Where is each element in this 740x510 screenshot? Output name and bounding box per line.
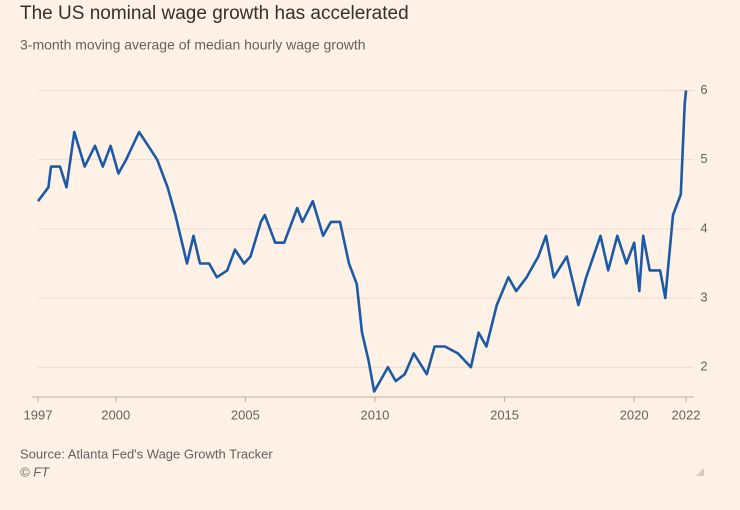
x-tick-label: 2000 — [101, 407, 130, 422]
credit: © FT — [20, 464, 50, 479]
x-tick-label: 2015 — [490, 407, 519, 422]
chart-subtitle: 3-month moving average of median hourly … — [20, 37, 366, 53]
x-tick-label: 2010 — [360, 407, 389, 422]
y-tick-label: 2 — [700, 359, 707, 374]
x-tick-label: 2005 — [231, 407, 260, 422]
chart-title: The US nominal wage growth has accelerat… — [20, 3, 409, 24]
resize-icon — [696, 468, 704, 476]
y-tick-label: 5 — [700, 151, 707, 166]
source: Source: Atlanta Fed's Wage Growth Tracke… — [20, 446, 273, 461]
y-tick-label: 6 — [700, 82, 707, 97]
x-tick-label: 1997 — [24, 407, 53, 422]
line — [36, 90, 688, 393]
y-tick-label: 3 — [700, 289, 707, 304]
y-tick-label: 4 — [700, 220, 707, 235]
x-tick-label: 2020 — [620, 407, 649, 422]
x-tick-label: 2022 — [672, 407, 701, 422]
